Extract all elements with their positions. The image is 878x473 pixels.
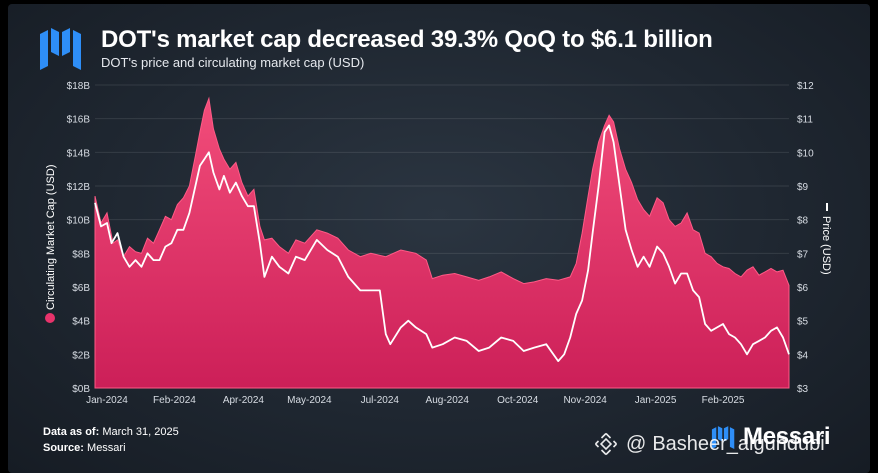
- right-axis-title-group: Price (USD): [820, 203, 832, 275]
- binance-diamond-icon: [594, 432, 618, 456]
- chart-plot: $0B $2B $4B $6B $8B $10B $12B $14B $16B $18B $3 $4…: [45, 81, 832, 406]
- price-series: [94, 124, 790, 362]
- brand-logo-icon: [711, 426, 735, 449]
- market-cap-legend-marker: [45, 313, 55, 323]
- right-tick-label: $11: [797, 115, 813, 126]
- x-tick-label: Jan-2025: [635, 395, 677, 406]
- right-axis-title: Price (USD): [820, 216, 832, 275]
- right-tick-label: $10: [797, 148, 814, 159]
- left-tick-label: $4B: [72, 317, 90, 328]
- x-tick-label: Jan-2024: [86, 395, 128, 406]
- data-as-of-label: Data as of:: [43, 426, 100, 438]
- right-tick-label: $7: [797, 249, 809, 260]
- data-as-of-value: March 31, 2025: [102, 426, 179, 438]
- right-tick-label: $8: [797, 216, 809, 227]
- left-tick-label: $14B: [67, 148, 91, 159]
- left-tick-label: $2B: [72, 350, 90, 361]
- x-tick-label: May-2024: [287, 395, 332, 406]
- x-tick-label: Feb-2024: [153, 395, 196, 406]
- brand-name: Messari: [743, 423, 831, 450]
- left-tick-label: $10B: [67, 216, 91, 227]
- left-tick-label: $6B: [72, 283, 90, 294]
- x-tick-label: Feb-2025: [702, 395, 745, 406]
- chart-footer: Data as of: March 31, 2025 Source: Messa…: [43, 424, 179, 456]
- messari-logo-icon: [40, 28, 81, 70]
- left-tick-label: $8B: [72, 249, 90, 260]
- x-axis-ticks: Jan-2024 Feb-2024 Apr-2024 May-2024 Jul-2024…: [86, 395, 745, 406]
- right-tick-label: $4: [797, 350, 809, 361]
- left-axis-title-group: Circulating Market Cap (USD): [45, 165, 57, 323]
- right-axis-ticks: $3 $4 $5 $6 $7 $8 $9 $10 $11 $12: [797, 81, 814, 395]
- market-cap-area: [94, 96, 790, 389]
- watermark-handle: Basheer_alguhdubi: [652, 432, 825, 455]
- chart-card: DOT's market cap decreased 39.3% QoQ to …: [8, 4, 870, 473]
- brand-mark: Messari: [711, 423, 831, 451]
- left-axis-ticks: $0B $2B $4B $6B $8B $10B $12B $14B $16B $18B: [67, 81, 91, 395]
- right-tick-label: $3: [797, 384, 809, 395]
- left-tick-label: $18B: [67, 81, 91, 92]
- left-tick-label: $12B: [67, 182, 91, 193]
- x-tick-label: Aug-2024: [426, 395, 470, 406]
- x-tick-label: Jul-2024: [361, 395, 400, 406]
- x-tick-label: Nov-2024: [563, 395, 607, 406]
- right-tick-label: $6: [797, 283, 809, 294]
- x-tick-label: Oct-2024: [497, 395, 539, 406]
- right-tick-label: $5: [797, 317, 809, 328]
- market-cap-series: [94, 96, 790, 389]
- source-value: Messari: [87, 442, 126, 454]
- right-tick-label: $9: [797, 182, 809, 193]
- x-tick-label: Apr-2024: [223, 395, 265, 406]
- data-as-of-line: Data as of: March 31, 2025: [43, 424, 179, 440]
- source-line: Source: Messari: [43, 440, 179, 456]
- watermark: @ Basheer_alguhdubi: [594, 432, 825, 456]
- chart-subtitle: DOT's price and circulating market cap (…: [101, 55, 365, 70]
- left-tick-label: $16B: [67, 115, 91, 126]
- chart-title: DOT's market cap decreased 39.3% QoQ to …: [101, 26, 713, 53]
- watermark-at: @: [626, 432, 647, 455]
- left-axis-title: Circulating Market Cap (USD): [45, 165, 57, 310]
- right-tick-label: $12: [797, 81, 814, 92]
- price-line: [94, 124, 790, 362]
- left-tick-label: $0B: [72, 384, 90, 395]
- source-label: Source:: [43, 442, 84, 454]
